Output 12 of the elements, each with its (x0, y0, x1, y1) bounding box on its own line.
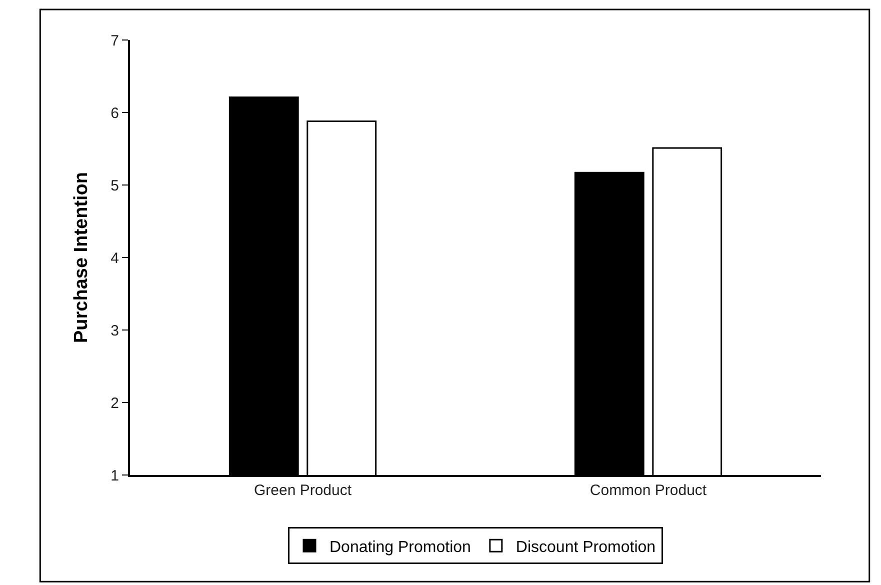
y-axis-title: Purchase Intention (71, 172, 92, 344)
legend-label: Donating Promotion (330, 538, 471, 556)
y-tick-label: 5 (110, 177, 119, 194)
y-tick-label: 6 (110, 104, 119, 122)
y-tick-label: 7 (110, 32, 119, 50)
x-tick-label: Common Product (590, 482, 708, 499)
y-tick-label: 4 (110, 250, 119, 267)
x-tick-label: Green Product (254, 482, 352, 499)
y-tick-label: 2 (110, 394, 119, 412)
y-tick-label: 3 (110, 322, 119, 340)
y-tick-label: 1 (110, 467, 119, 484)
legend-label: Discount Promotion (516, 538, 656, 556)
